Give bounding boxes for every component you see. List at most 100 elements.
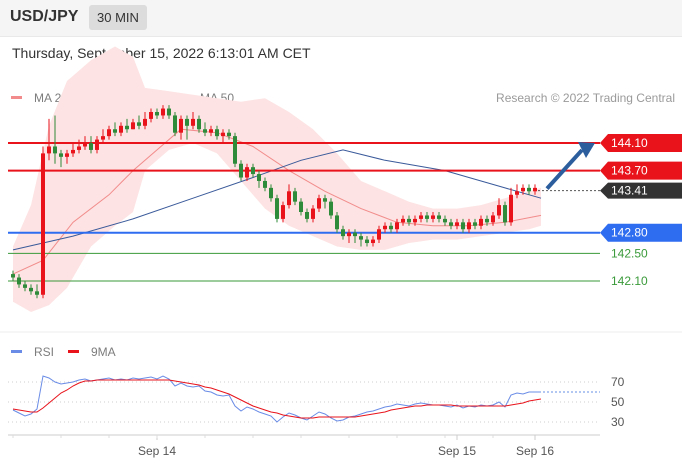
candle-body [143, 118, 147, 126]
candle-body [161, 108, 165, 116]
candle-body [83, 143, 87, 147]
rsi-tick-30: 30 [611, 415, 625, 429]
rsi-tick-70: 70 [611, 375, 625, 389]
candle-body [281, 205, 285, 219]
candle-body [155, 112, 159, 116]
candle-body [449, 222, 453, 226]
candle-body [515, 191, 519, 195]
candle-body [485, 218, 489, 223]
candle-body [329, 201, 333, 216]
bollinger-layer [13, 46, 541, 312]
candle-body [47, 146, 51, 154]
candle-body [131, 122, 135, 130]
candle-body [53, 146, 57, 154]
level-label-142.80: 142.80 [611, 226, 648, 240]
candle-body [269, 187, 273, 199]
candle-body [77, 146, 81, 150]
candle-body [293, 191, 297, 202]
level-label-144.10: 144.10 [611, 136, 648, 150]
candle-body [467, 222, 471, 230]
candle-body [305, 212, 309, 219]
x-tick-label: Sep 15 [438, 444, 476, 458]
candle-body [383, 225, 387, 230]
candle-body [11, 274, 15, 278]
candle-body [371, 239, 375, 244]
candle-body [497, 205, 501, 216]
candle-body [323, 198, 327, 202]
candle-body [473, 222, 477, 226]
candle-body [71, 149, 75, 154]
header-bar: USD/JPY 30 MIN [0, 0, 682, 37]
candle-body [395, 222, 399, 230]
candle-body [419, 215, 423, 219]
candle-body [149, 112, 153, 119]
ma20-line [12, 128, 542, 275]
candle-body [203, 129, 207, 133]
candle-body [35, 291, 39, 295]
candle-body [299, 201, 303, 212]
ma50-line [12, 149, 542, 251]
candle-body [437, 215, 441, 219]
symbol-label: USD/JPY [10, 8, 79, 25]
candle-body [221, 132, 225, 137]
candle-body [137, 122, 141, 126]
candle-body [479, 218, 483, 226]
candle-body [503, 205, 507, 223]
candle-body [197, 118, 201, 130]
level-label-142.10: 142.10 [611, 274, 648, 288]
candle-body [425, 215, 429, 219]
rsi-ma-legend-label: 9MA [91, 345, 116, 359]
research-credit: Research © 2022 Trading Central [496, 91, 675, 105]
candles-layer [11, 105, 537, 299]
candle-body [227, 132, 231, 137]
candle-body [257, 174, 261, 181]
candle-body [317, 198, 321, 209]
rsi-legend-label: RSI [34, 345, 54, 359]
x-tick-label: Sep 14 [138, 444, 176, 458]
candle-body [431, 215, 435, 219]
forecast-arrow-head [578, 142, 595, 159]
candle-body [245, 167, 249, 178]
candle-body [287, 191, 291, 206]
candle-body [89, 143, 93, 150]
rsi-legend-swatch [11, 350, 22, 353]
marker-layer [545, 142, 595, 190]
candle-body [239, 163, 243, 178]
candle-body [191, 118, 195, 126]
candle-body [251, 167, 255, 175]
candle-body [275, 198, 279, 219]
candle-body [401, 218, 405, 223]
timeframe-button[interactable]: 30 MIN [89, 5, 147, 30]
candle-body [335, 215, 339, 230]
candle-body [533, 187, 537, 192]
candle-body [389, 225, 393, 230]
rsi-layer: 70 50 30 [8, 375, 625, 429]
candle-body [209, 129, 213, 133]
candle-body [59, 153, 63, 157]
candle-body [461, 222, 465, 230]
candle-body [341, 229, 345, 237]
moving-average-layer [12, 128, 542, 275]
candle-body [365, 239, 369, 244]
candle-body [347, 232, 351, 237]
forecast-arrow-shaft [545, 148, 584, 190]
rsi-tick-50: 50 [611, 395, 625, 409]
candle-body [527, 187, 531, 192]
candle-body [215, 129, 219, 137]
rsi-line [12, 375, 541, 423]
level-label-143.70: 143.70 [611, 164, 648, 178]
candle-body [173, 115, 177, 133]
candle-body [167, 108, 171, 116]
candle-body [377, 229, 381, 240]
candle-body [413, 218, 417, 223]
x-tick-label: Sep 16 [516, 444, 554, 458]
levels-layer: 144.10 143.70 142.80 142.50 142.10 143.41 [8, 134, 682, 288]
candle-body [521, 187, 525, 192]
candle-body [185, 118, 189, 126]
bollinger-band-area [13, 46, 541, 312]
candle-body [23, 284, 27, 288]
candle-body [359, 236, 363, 240]
candle-body [29, 287, 33, 292]
candle-body [311, 208, 315, 219]
